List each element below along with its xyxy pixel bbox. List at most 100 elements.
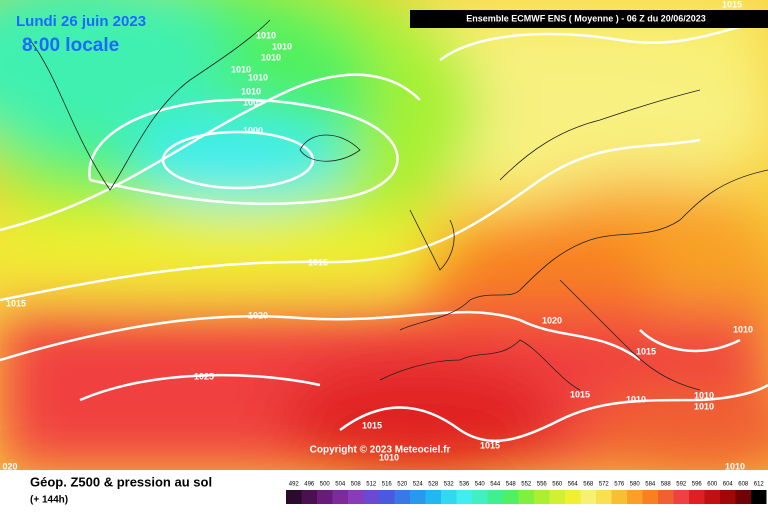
- colorbar-label: 564: [568, 482, 579, 488]
- colorbar-swatch: [456, 490, 472, 504]
- coastlines: [29, 19, 768, 391]
- colorbar-swatch: [503, 490, 519, 504]
- colorbar-label: 568: [583, 482, 594, 488]
- colorbar-label: 580: [630, 482, 641, 488]
- colorbar-swatch: [487, 490, 503, 504]
- isobar-label: 1010: [694, 390, 714, 400]
- colorbar-swatch: [425, 490, 441, 504]
- isobar-label: 020: [2, 461, 17, 471]
- colorbar-swatch: [348, 490, 364, 504]
- isobar-label: 1010: [626, 394, 646, 404]
- colorbar-swatch: [642, 490, 658, 504]
- colorbar-label: 520: [397, 482, 408, 488]
- date-label: Lundi 26 juin 2023: [16, 13, 146, 30]
- colorbar-swatch: [394, 490, 410, 504]
- isobar-label: 1010: [261, 52, 281, 62]
- colorbar-swatch: [286, 490, 302, 504]
- isobar-label: 1020: [248, 310, 268, 320]
- colorbar-swatch: [720, 490, 736, 504]
- isobar-label: 1005: [243, 97, 263, 107]
- colorbar-label: 536: [459, 482, 470, 488]
- colorbar-label: 500: [320, 482, 331, 488]
- colorbar-swatch: [363, 490, 379, 504]
- legend-range: (+ 144h): [30, 495, 68, 506]
- colorbar-swatch: [379, 490, 395, 504]
- colorbar-swatch: [472, 490, 488, 504]
- isobar-label: 1020: [542, 315, 562, 325]
- colorbar-label: 588: [661, 482, 672, 488]
- isobar-label: 1000: [243, 125, 263, 135]
- colorbar-swatch: [332, 490, 348, 504]
- colorbar-swatch: [580, 490, 596, 504]
- isobar-label: 1010: [231, 64, 251, 74]
- colorbar-label: 508: [351, 482, 362, 488]
- colorbar-swatch: [410, 490, 426, 504]
- colorbar-swatch: [751, 490, 767, 504]
- isobar-label: 1015: [6, 298, 26, 308]
- colorbar-label: 560: [552, 482, 563, 488]
- isobar-label: 1010: [725, 461, 745, 471]
- colorbar-label: 592: [676, 482, 687, 488]
- colorbar-label: 596: [692, 482, 703, 488]
- colorbar-label: 528: [428, 482, 439, 488]
- colorbar-swatch: [441, 490, 457, 504]
- colorbar-swatch: [627, 490, 643, 504]
- colorbar-swatch: [534, 490, 550, 504]
- colorbar-swatch: [518, 490, 534, 504]
- isobar-label: 1010: [256, 30, 276, 40]
- colorbar-label: 604: [723, 482, 734, 488]
- isobars: [0, 18, 768, 443]
- isobar-label: 1010: [248, 72, 268, 82]
- colorbar-label: 600: [707, 482, 718, 488]
- colorbar-label: 552: [521, 482, 532, 488]
- isobar-label: 1010: [272, 41, 292, 51]
- colorbar-label: 496: [304, 482, 315, 488]
- colorbar-label: 516: [382, 482, 393, 488]
- isobar-label: 1010: [694, 401, 714, 411]
- colorbar: 492 496 500 504 508 512 516 520 524 528 532 536 540 5…: [286, 482, 767, 504]
- colorbar-label: 524: [413, 482, 424, 488]
- colorbar-swatch: [565, 490, 581, 504]
- isobar-label: 1010: [379, 452, 399, 462]
- isobar-label: 1010: [733, 324, 753, 334]
- colorbar-label: 572: [599, 482, 610, 488]
- colorbar-swatch: [317, 490, 333, 504]
- colorbar-label: 612: [754, 482, 765, 488]
- colorbar-swatch: [596, 490, 612, 504]
- colorbar-label: 544: [490, 482, 501, 488]
- colorbar-label: 540: [475, 482, 486, 488]
- colorbar-label: 608: [738, 482, 749, 488]
- isobar-label: 1025: [194, 371, 214, 381]
- isobar-label: 1015: [362, 420, 382, 430]
- colorbar-label: 504: [335, 482, 346, 488]
- colorbar-label: 584: [645, 482, 656, 488]
- time-label: 8:00 locale: [22, 35, 119, 56]
- colorbar-label: 548: [506, 482, 517, 488]
- colorbar-swatch: [704, 490, 720, 504]
- colorbar-swatch: [673, 490, 689, 504]
- colorbar-label: 512: [366, 482, 377, 488]
- model-label: Ensemble ECMWF ENS ( Moyenne ) - 06 Z du…: [466, 13, 706, 23]
- colorbar-swatch: [301, 490, 317, 504]
- legend-title: Géop. Z500 & pression au sol: [30, 474, 212, 489]
- isobar-label: 1015: [722, 0, 742, 9]
- model-banner: [410, 10, 768, 28]
- colorbar-label: 532: [444, 482, 455, 488]
- colorbar-swatch: [689, 490, 705, 504]
- isobar-label: 1015: [636, 346, 656, 356]
- colorbar-swatch: [611, 490, 627, 504]
- isobar-label: 1015: [570, 389, 590, 399]
- colorbar-label: 492: [289, 482, 300, 488]
- colorbar-swatch: [735, 490, 751, 504]
- isobar-labels: 1010101010101010101010101005100010151020…: [2, 0, 753, 471]
- colorbar-swatch: [549, 490, 565, 504]
- isobar-label: 1015: [308, 257, 328, 267]
- colorbar-label: 576: [614, 482, 625, 488]
- field: [0, 0, 768, 470]
- copyright: Copyright © 2023 Meteociel.fr: [310, 445, 451, 456]
- isobar-label: 1010: [241, 86, 261, 96]
- colorbar-label: 556: [537, 482, 548, 488]
- isobar-label: 1015: [480, 440, 500, 450]
- colorbar-swatch: [658, 490, 674, 504]
